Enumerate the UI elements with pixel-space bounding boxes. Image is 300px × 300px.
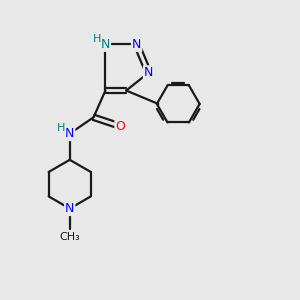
Text: H: H (93, 34, 101, 44)
Text: N: N (65, 202, 74, 215)
Text: CH₃: CH₃ (59, 232, 80, 242)
Text: N: N (65, 127, 74, 140)
Text: O: O (115, 120, 125, 133)
Text: N: N (132, 38, 141, 51)
Text: H: H (57, 123, 66, 133)
Text: N: N (144, 66, 153, 79)
Text: N: N (101, 38, 110, 51)
